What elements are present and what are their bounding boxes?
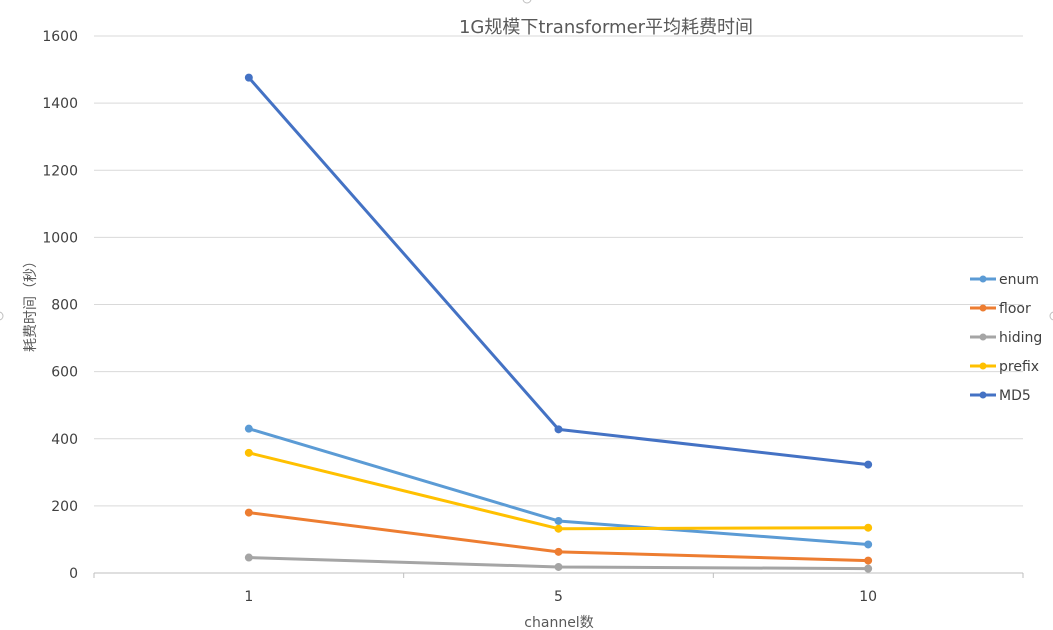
y-tick-label: 400	[51, 432, 78, 448]
legend-item-md5[interactable]: MD5	[970, 388, 1031, 404]
y-tick-label: 1600	[42, 29, 78, 45]
legend-item-floor[interactable]: floor	[970, 301, 1031, 317]
legend-marker-floor	[979, 304, 987, 312]
legend-marker-hiding	[979, 333, 987, 341]
legend-label-floor: floor	[999, 301, 1031, 317]
y-axis-title: 耗费时间（秒）	[23, 254, 39, 352]
chart-title: 1G规模下transformer平均耗费时间	[459, 17, 753, 38]
x-axis-title: channel数	[524, 615, 593, 630]
data-point-md5[interactable]	[554, 425, 563, 434]
series-lines	[244, 73, 873, 573]
y-tick-label: 600	[51, 365, 78, 381]
legend: enum floor hiding prefix MD5	[970, 272, 1042, 404]
legend-label-prefix: prefix	[999, 359, 1039, 375]
legend-marker-md5	[979, 391, 987, 399]
data-point-prefix[interactable]	[554, 524, 563, 533]
data-point-hiding[interactable]	[864, 564, 873, 573]
data-point-md5[interactable]	[864, 460, 873, 469]
legend-item-hiding[interactable]: hiding	[970, 330, 1042, 346]
frame-handle-left[interactable]	[0, 311, 4, 321]
y-tick-label: 1200	[42, 163, 78, 179]
legend-marker-prefix	[979, 362, 987, 370]
data-point-floor[interactable]	[554, 547, 563, 556]
data-point-prefix[interactable]	[244, 448, 253, 457]
data-point-md5[interactable]	[244, 73, 253, 82]
legend-marker-enum	[979, 275, 987, 283]
y-tick-label: 200	[51, 499, 78, 515]
data-point-floor[interactable]	[864, 556, 873, 565]
x-tick-label: 1	[244, 589, 253, 605]
legend-item-enum[interactable]: enum	[970, 272, 1039, 288]
series-line-md5[interactable]	[247, 76, 870, 467]
frame-handle-right[interactable]	[1049, 311, 1053, 321]
frame-handle-top[interactable]	[522, 0, 532, 4]
legend-label-hiding: hiding	[999, 330, 1042, 346]
axes: 0 200 400 600 800 1000 1200 1400 1600 1 5 10	[42, 29, 1024, 605]
data-point-prefix[interactable]	[864, 523, 873, 532]
data-point-floor[interactable]	[244, 508, 253, 517]
data-point-hiding[interactable]	[244, 553, 253, 562]
data-point-hiding[interactable]	[554, 562, 563, 571]
y-tick-label: 1000	[42, 230, 78, 246]
gridlines	[94, 35, 1023, 507]
x-tick-label: 5	[554, 589, 563, 605]
data-point-enum[interactable]	[864, 540, 873, 549]
data-point-enum[interactable]	[554, 516, 563, 525]
y-tick-label: 1400	[42, 96, 78, 112]
x-tick-label: 10	[859, 589, 877, 605]
data-point-enum[interactable]	[244, 424, 253, 433]
legend-label-md5: MD5	[999, 388, 1031, 404]
y-tick-label: 800	[51, 298, 78, 314]
legend-item-prefix[interactable]: prefix	[970, 359, 1039, 375]
legend-label-enum: enum	[999, 272, 1039, 288]
y-tick-label: 0	[69, 566, 78, 582]
